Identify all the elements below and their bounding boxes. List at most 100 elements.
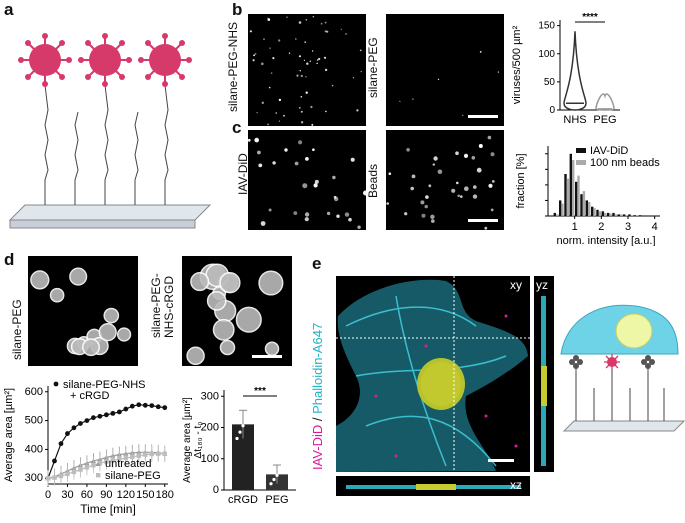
data-point (129, 403, 135, 409)
bar-beads (630, 215, 634, 216)
fluorescent-spot (275, 112, 278, 114)
violin-chart: 0 50 100 150 viruses/500 µm² NHS PEG **** (511, 12, 620, 126)
panel-label-c: c (232, 118, 242, 137)
fluorescent-spot (433, 156, 438, 161)
flower-icon (569, 355, 583, 369)
cell (206, 291, 227, 311)
cell (190, 272, 210, 292)
virus-icon (138, 33, 192, 87)
bar-beads (556, 214, 559, 216)
fluorescent-spot (472, 194, 478, 199)
data-point (45, 476, 51, 481)
fluorescent-spot (304, 41, 307, 43)
legend-marker (53, 381, 59, 387)
fluorescent-spot (488, 183, 493, 188)
fluorescent-spot (313, 183, 318, 188)
x-tick-label: 1 (572, 221, 578, 233)
x-tick-label: PEG (265, 494, 288, 506)
fluorescent-spot (310, 105, 313, 109)
histogram-chart: 1 2 3 4 norm. intensity [a.u.] fraction [%] IA… (515, 145, 660, 246)
fluorescent-spot (399, 100, 401, 102)
cell (82, 338, 100, 357)
y-axis-label: viruses/500 µm² (511, 25, 523, 104)
x-tick-label: PEG (593, 114, 616, 126)
data-point (110, 458, 116, 463)
y-axis-label-sub: Δt₁₈₀ - t₀ (193, 422, 204, 459)
fluorescent-spot (455, 151, 459, 155)
bar-iav-did (617, 214, 620, 216)
fluorescent-spot (344, 212, 350, 217)
fluorescent-spot (299, 70, 301, 72)
fluorescent-spot (336, 214, 340, 218)
legend-marker (96, 473, 101, 478)
fluorescent-spot (303, 59, 305, 62)
micrograph-xy: xy (336, 276, 530, 472)
data-point (97, 413, 103, 419)
y-tick-label: 600 (25, 386, 43, 398)
fluorescent-spot (304, 217, 309, 222)
fluorescent-spot (257, 150, 261, 155)
fluorescent-spot (288, 52, 291, 54)
bar-beads (582, 191, 586, 216)
fluorescent-spot (300, 96, 303, 98)
fluorescent-spot (316, 62, 318, 65)
legend-label: silane-PEG (105, 470, 161, 482)
cell (103, 307, 120, 324)
fluorescent-spot (386, 202, 389, 205)
fluorescent-spot (437, 169, 443, 175)
fluorescent-spot (431, 219, 435, 223)
cell (69, 267, 88, 286)
bar-beads (598, 211, 602, 216)
x-tick-label: 90 (100, 489, 112, 501)
x-tick-label: cRGD (228, 494, 258, 506)
fluorescent-spot (298, 55, 301, 58)
data-point (149, 451, 154, 457)
fluorescent-spot (428, 184, 432, 188)
fluorescent-spot (490, 152, 495, 157)
fluorescent-spot (254, 53, 257, 55)
y-tick-label: 300 (201, 390, 219, 402)
y-tick-label: 100 (201, 453, 219, 465)
fluorescent-spot (300, 110, 303, 113)
cell-schematic (560, 304, 685, 432)
fluorescent-spot (326, 30, 329, 33)
cell (264, 341, 280, 357)
fluorescent-spot (256, 112, 258, 114)
virus-particles (18, 33, 192, 87)
label-silane-peg-d: silane-PEG (10, 299, 24, 360)
view-label-xz: xz (510, 478, 522, 492)
bar-beads (625, 215, 628, 216)
fluorescent-spot (425, 195, 429, 199)
fluorescent-spot (305, 157, 309, 161)
legend-label: untreated (105, 458, 151, 470)
legend-label: 100 nm beads (590, 157, 660, 169)
data-point (78, 421, 83, 426)
fluorescent-spot (316, 59, 319, 61)
data-point (103, 412, 109, 418)
y-tick-label: 200 (201, 422, 219, 434)
data-point (52, 475, 57, 480)
bar-beads (572, 160, 575, 216)
fluorescent-spot (248, 138, 251, 142)
data-point (272, 477, 276, 482)
fluorescent-spot (249, 30, 252, 33)
bar-iav-did (553, 212, 556, 216)
data-point (71, 469, 77, 475)
fluorescent-spot (478, 144, 483, 148)
fluorescent-spot (272, 57, 275, 60)
fluorescent-spot (298, 107, 301, 109)
fluorescent-spot (258, 163, 263, 168)
virus-icon (604, 354, 620, 370)
bar-beads (636, 215, 639, 216)
fluorescent-spot (411, 174, 416, 179)
fluorescent-spot (267, 18, 271, 21)
micrograph-peg-nhs (248, 14, 366, 126)
bar-iav-did (633, 215, 636, 216)
fluorescent-spot (252, 59, 255, 62)
fluorescent-spot (404, 212, 408, 216)
fluorescent-spot (318, 57, 321, 61)
flower-icon (641, 355, 655, 369)
panel-label-b: b (232, 0, 243, 19)
micrograph-cells-crgd (182, 256, 292, 366)
fluorescent-spot (267, 17, 269, 19)
